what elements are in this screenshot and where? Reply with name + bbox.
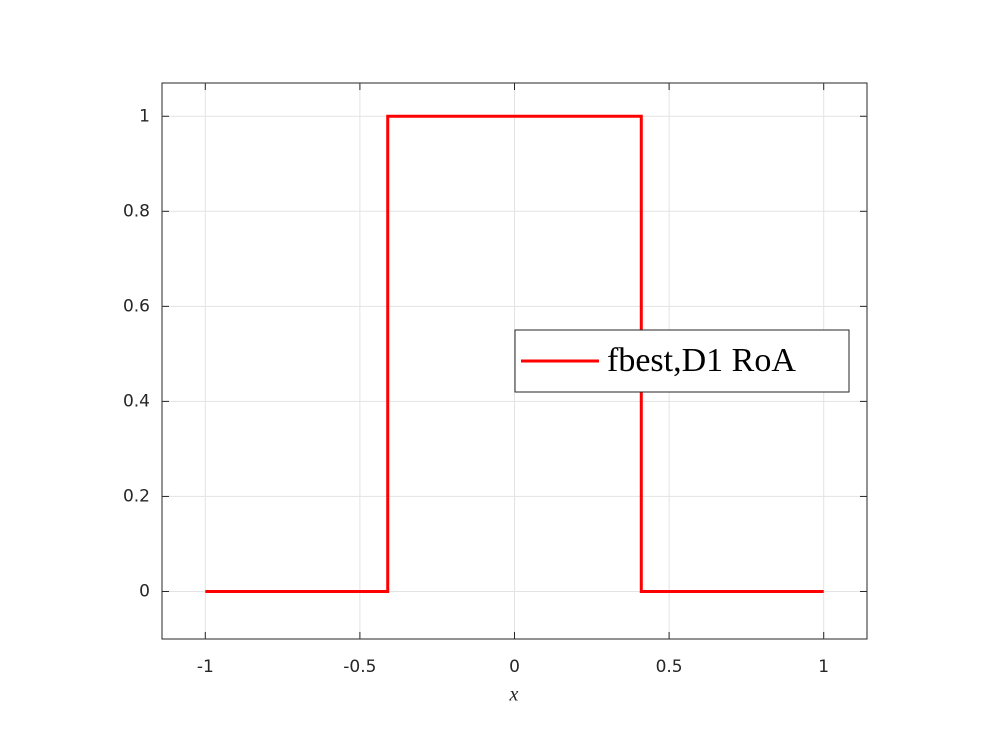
y-tick-label: 0.4 — [123, 391, 150, 411]
x-tick-label: 1 — [818, 657, 829, 677]
y-tick-label: 0.2 — [123, 486, 150, 506]
y-tick-label: 0 — [139, 581, 150, 601]
series-line — [205, 114, 824, 593]
x-tick-label: 0.5 — [656, 657, 683, 677]
y-tick-label: 1 — [139, 106, 150, 126]
x-tick-label: -0.5 — [343, 657, 376, 677]
legend-label: fbest,D1 RoA — [607, 342, 796, 379]
x-tick-label: -1 — [197, 657, 214, 677]
x-tick-label: 0 — [509, 657, 520, 677]
y-tick-label: 0.6 — [123, 296, 150, 316]
x-axis-label: x — [509, 684, 519, 706]
y-tick-label: 0.8 — [123, 201, 150, 221]
